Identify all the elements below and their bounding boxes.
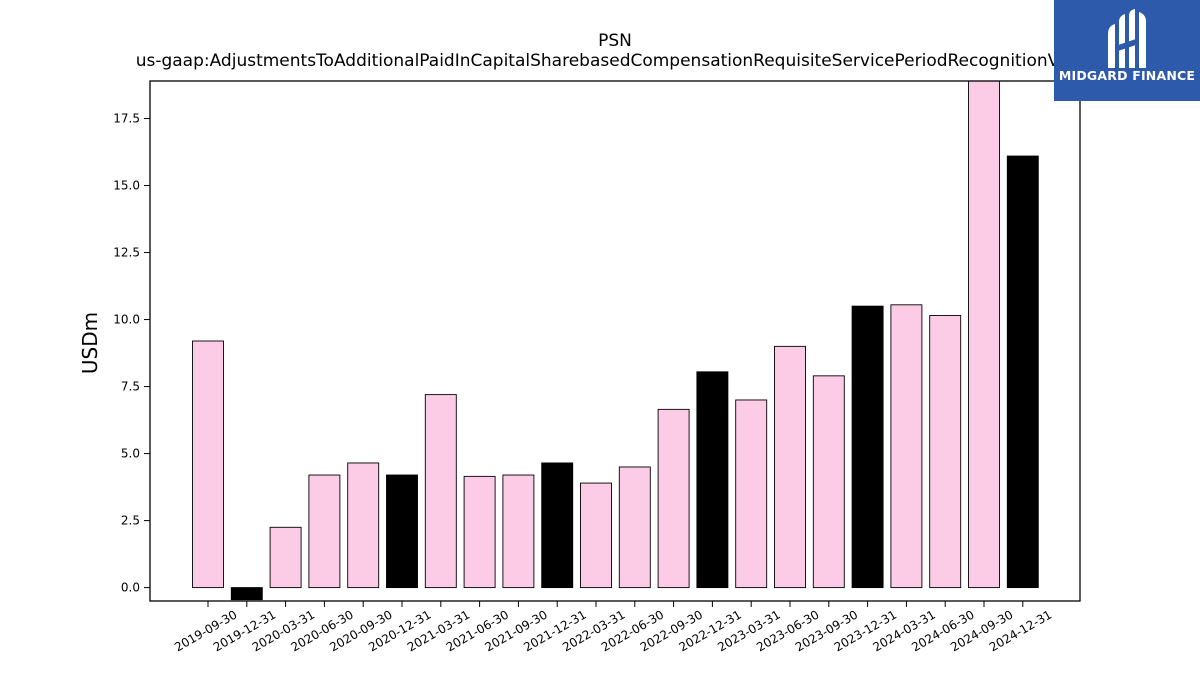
bar-2019-09-30 (192, 340, 224, 589)
bar-2022-03-31 (580, 482, 612, 589)
bar-2021-09-30 (502, 474, 535, 589)
bar-2024-03-31 (890, 304, 923, 589)
y-tick-label: 15.0 (113, 179, 140, 193)
plot-frame (149, 80, 1081, 602)
y-tick-label: 5.0 (121, 447, 140, 461)
chart-title: PSN (598, 31, 632, 51)
bar-2022-09-30 (657, 408, 690, 589)
x-axis: 2019-09-302019-12-312020-03-312020-06-30… (172, 601, 1054, 654)
midgard-finance-logo: MIDGARD FINANCE (1054, 0, 1200, 101)
y-tick-label: 17.5 (113, 112, 140, 126)
logo-text: MIDGARD FINANCE (1058, 68, 1196, 83)
bar-2020-03-31 (269, 526, 302, 589)
bar-2023-09-30 (812, 375, 845, 589)
y-tick-label: 7.5 (121, 380, 140, 394)
bar-2022-12-31 (696, 371, 729, 589)
y-tick-label: 0.0 (121, 581, 140, 595)
bar-2021-06-30 (463, 475, 496, 589)
y-axis-label: USDm (78, 312, 102, 374)
bar-2021-12-31 (541, 462, 574, 589)
bar-2024-06-30 (929, 315, 962, 589)
bar-2021-03-31 (424, 394, 457, 589)
bar-2020-06-30 (308, 474, 341, 589)
y-axis: 0.0 2.5 5.0 7.5 10.0 12.5 15.0 17.5 (113, 112, 150, 595)
bar-2023-06-30 (774, 345, 806, 589)
bar-2022-06-30 (618, 466, 651, 589)
midgard-logo-icon (1108, 9, 1146, 68)
bars-layer (192, 81, 1039, 601)
bar-2023-03-31 (735, 399, 768, 589)
bar-2020-12-31 (386, 474, 418, 589)
bar-2019-12-31 (230, 587, 263, 601)
y-tick-label: 10.0 (113, 313, 140, 327)
bar-2023-12-31 (851, 305, 884, 589)
chart-subtitle: us-gaap:AdjustmentsToAdditionalPaidInCap… (135, 51, 1095, 71)
bar-2024-12-31 (1006, 155, 1039, 589)
y-tick-label: 12.5 (113, 246, 140, 260)
bar-2020-09-30 (347, 462, 380, 589)
y-tick-label: 2.5 (121, 514, 140, 528)
bar-2024-09-30 (968, 81, 1000, 589)
